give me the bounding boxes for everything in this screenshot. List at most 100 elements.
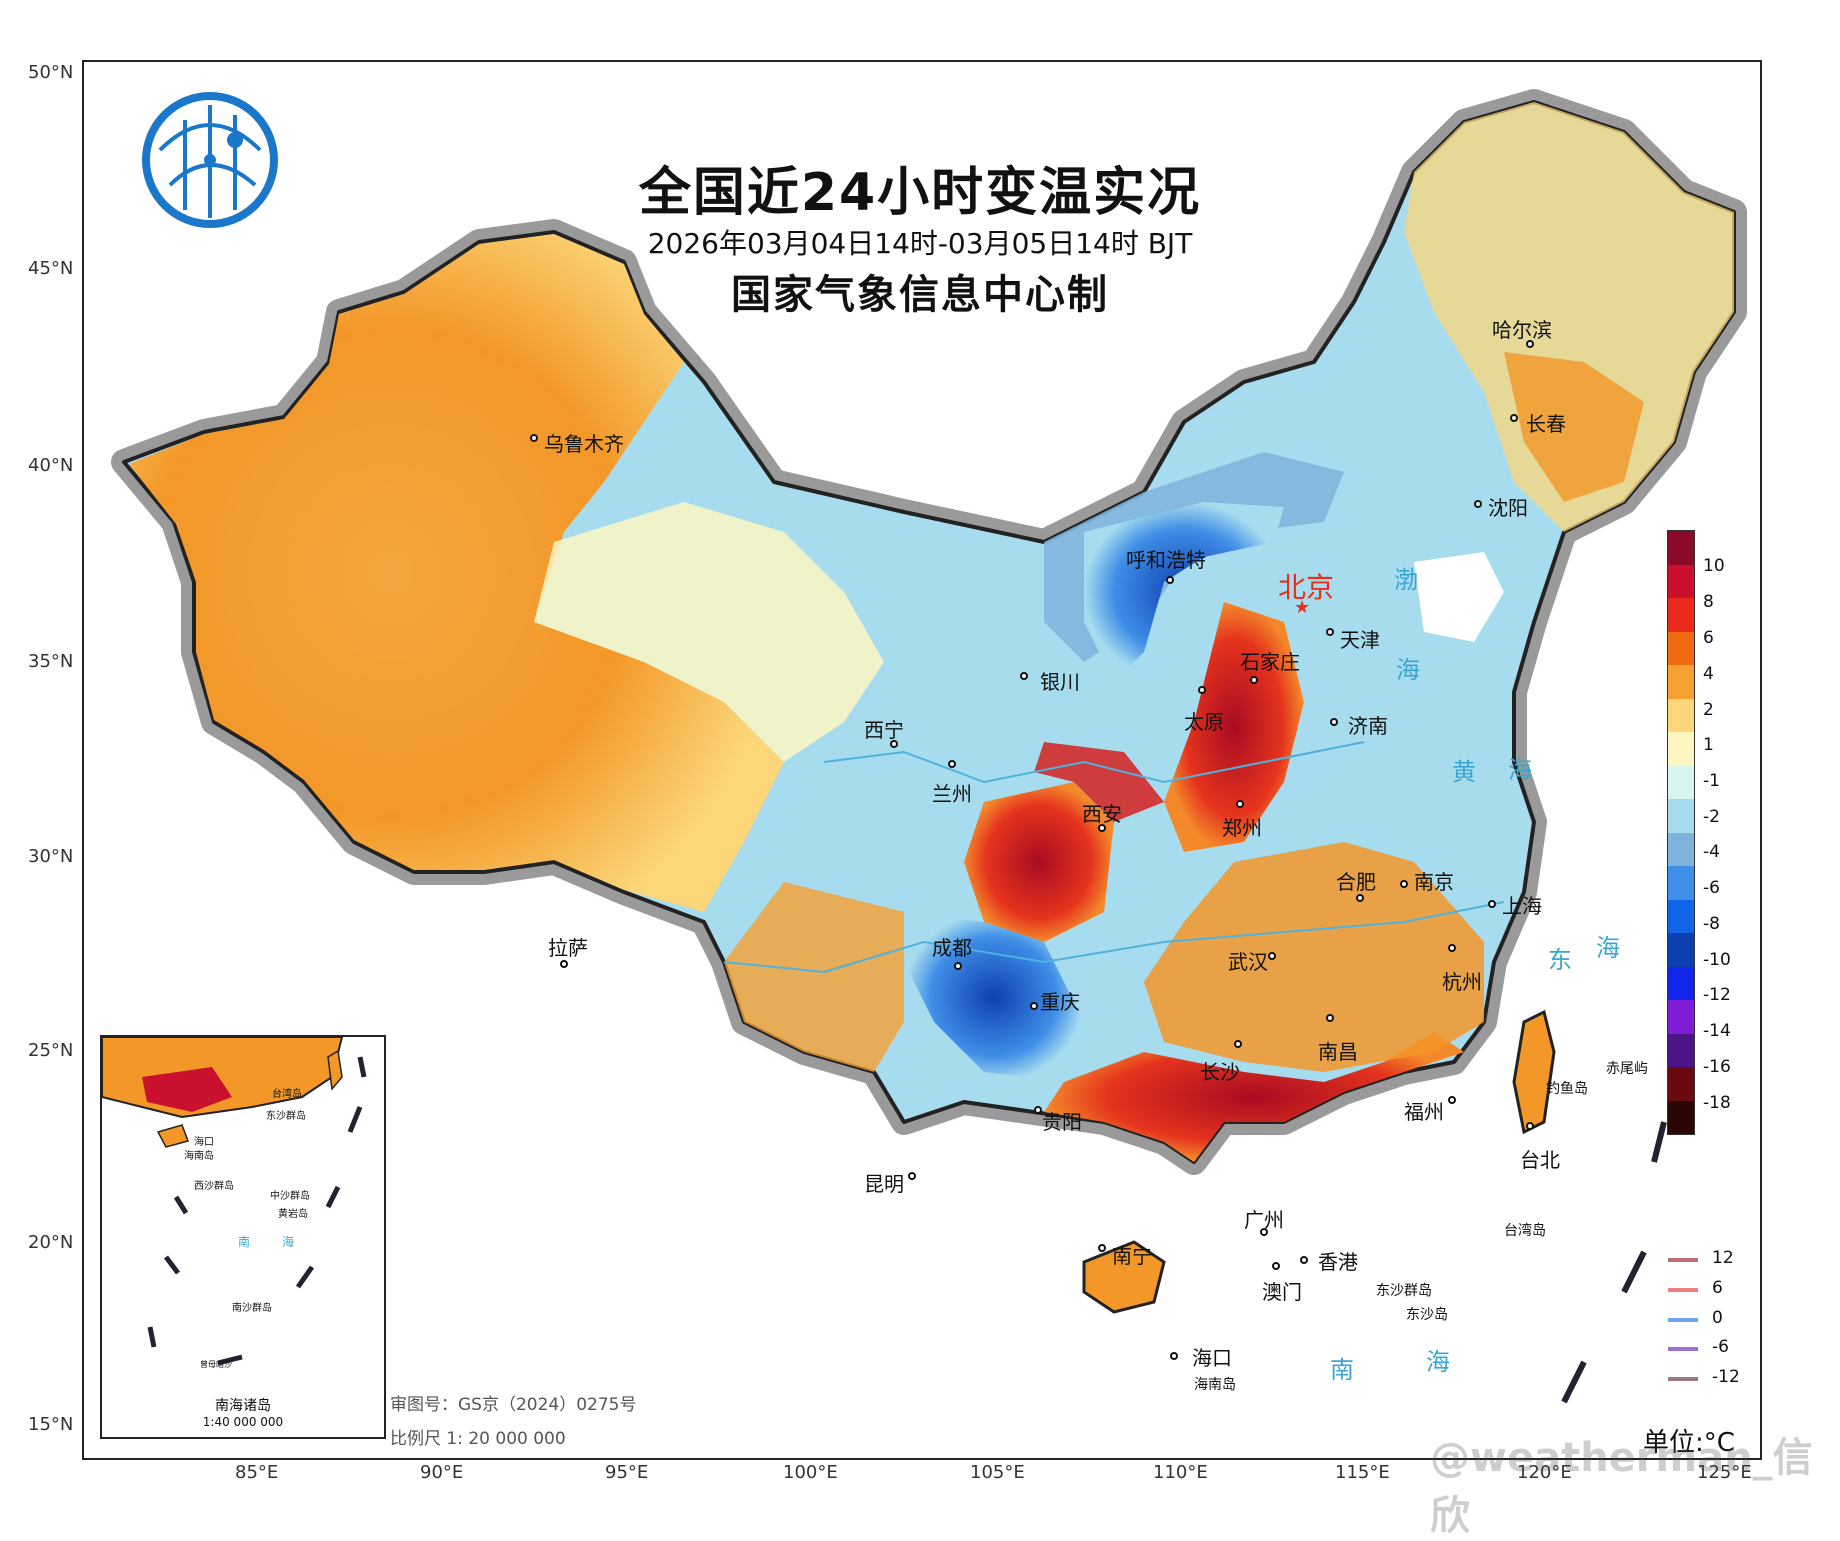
inset-map [102, 1037, 367, 1366]
legend-label: -16 [1703, 1057, 1731, 1077]
legend-swatch [1668, 966, 1694, 1000]
island-label: 东沙群岛 [1376, 1283, 1432, 1299]
isoline-swatch [1668, 1258, 1698, 1262]
inset-label: 海口 [194, 1137, 214, 1148]
unit-label: 单位:°C [1643, 1428, 1735, 1458]
legend-swatch [1668, 1000, 1694, 1034]
inset-label: 黄岩岛 [278, 1209, 308, 1220]
city-label: 银川 [1040, 670, 1080, 694]
inset-label: 中沙群岛 [270, 1191, 310, 1202]
city-label: 贵阳 [1042, 1110, 1082, 1134]
legend-swatch [1668, 832, 1694, 866]
legend-label: -4 [1703, 842, 1720, 862]
hohhot-cold-core [1084, 502, 1284, 682]
city-label: 南昌 [1318, 1040, 1358, 1064]
lon-label-90: 90°E [420, 1462, 464, 1483]
sea-label: 黄 [1452, 758, 1482, 786]
lat-label-30: 30°N [28, 846, 74, 867]
lon-label-110: 110°E [1153, 1462, 1208, 1483]
yunnan-warm-area [724, 882, 904, 1072]
city-dot [1236, 800, 1244, 808]
isoline-label: -6 [1712, 1337, 1729, 1357]
isoline-label: 12 [1712, 1248, 1734, 1268]
lat-label-35: 35°N [28, 651, 74, 672]
sea-label: 海 [1508, 756, 1538, 784]
sichuan-hot-core [964, 782, 1114, 942]
legend-swatch [1668, 1033, 1694, 1067]
city-label: 成都 [932, 936, 972, 960]
legend-label: 2 [1703, 700, 1714, 720]
legend-swatch [1668, 665, 1694, 699]
island-label: 海南岛 [1194, 1377, 1236, 1393]
hainan-island [1082, 1240, 1166, 1314]
city-dot [530, 434, 538, 442]
isoline-label: 6 [1712, 1278, 1723, 1298]
legend-swatch [1668, 1100, 1694, 1134]
legend-label: -1 [1703, 771, 1720, 791]
city-dot [1198, 686, 1206, 694]
sea-label: 渤 [1394, 566, 1424, 594]
legend-swatch [1668, 531, 1694, 565]
city-label: 武汉 [1228, 950, 1268, 974]
sea-label: 东 [1548, 946, 1578, 974]
city-dot [948, 760, 956, 768]
island-label: 东沙岛 [1406, 1307, 1448, 1323]
city-dot [1098, 1244, 1106, 1252]
map-title: 全国近24小时变温实况 [638, 163, 1202, 223]
city-dot [1234, 1040, 1242, 1048]
map-maker: 国家气象信息中心制 [731, 272, 1109, 318]
northeast-orange-strip [1504, 352, 1644, 502]
lon-label-120: 120°E [1517, 1462, 1572, 1483]
lat-label-25: 25°N [28, 1040, 74, 1061]
city-dot [1300, 1256, 1308, 1264]
city-label: 石家庄 [1240, 650, 1300, 674]
legend-swatch [1668, 899, 1694, 933]
city-label: 西宁 [864, 718, 904, 742]
city-label: 拉萨 [548, 936, 588, 960]
city-label: 郑州 [1222, 816, 1262, 840]
qinghai-mixed-area [534, 502, 884, 762]
city-dot [1474, 500, 1482, 508]
inset-label: 西沙群岛 [194, 1181, 234, 1192]
lon-label-115: 115°E [1335, 1462, 1390, 1483]
city-dot [1250, 676, 1258, 684]
city-dot [1526, 340, 1534, 348]
southeast-orange-area [1144, 842, 1484, 1072]
island-label: 赤尾屿 [1606, 1061, 1648, 1077]
map-scale: 比例尺 1: 20 000 000 [390, 1429, 566, 1449]
city-dot [1272, 1262, 1280, 1270]
city-label: 天津 [1340, 628, 1380, 652]
legend-swatch [1668, 698, 1694, 732]
western-warm-area [129, 234, 784, 912]
legend-label: -2 [1703, 807, 1720, 827]
city-dot [1326, 628, 1334, 636]
city-label: 乌鲁木齐 [544, 432, 624, 456]
city-label: 南宁 [1112, 1244, 1152, 1268]
city-dot [890, 740, 898, 748]
city-dot [954, 962, 962, 970]
city-dot [1400, 880, 1408, 888]
city-label: 杭州 [1442, 970, 1482, 994]
city-label: 兰州 [932, 782, 972, 806]
island-label: 钓鱼岛 [1546, 1081, 1588, 1097]
city-dot [908, 1172, 916, 1180]
bohai-sea-area [1414, 552, 1504, 642]
city-label: 长春 [1526, 412, 1566, 436]
inset-label: 南沙群岛 [232, 1303, 272, 1314]
lon-label-85: 85°E [235, 1462, 279, 1483]
city-label: 昆明 [864, 1172, 904, 1196]
city-dot [1448, 1096, 1456, 1104]
city-label: 海口 [1192, 1346, 1232, 1370]
legend-label: -18 [1703, 1093, 1731, 1113]
city-dot [1170, 1352, 1178, 1360]
nine-dash-segment [1651, 1121, 1667, 1163]
south-china-sea-inset: 海口 海南岛 台湾岛 东沙群岛 西沙群岛 中沙群岛 黄岩岛 南 海 南沙群岛 曾… [100, 1035, 386, 1439]
city-label: 台北 [1520, 1148, 1560, 1172]
city-dot [1326, 1014, 1334, 1022]
island-label: 台湾岛 [1504, 1223, 1546, 1239]
inset-scale: 1:40 000 000 [202, 1415, 284, 1429]
city-dot [1526, 1122, 1534, 1130]
lon-label-100: 100°E [783, 1462, 838, 1483]
southwest-cold-area [904, 912, 1084, 1082]
legend-swatch [1668, 631, 1694, 665]
